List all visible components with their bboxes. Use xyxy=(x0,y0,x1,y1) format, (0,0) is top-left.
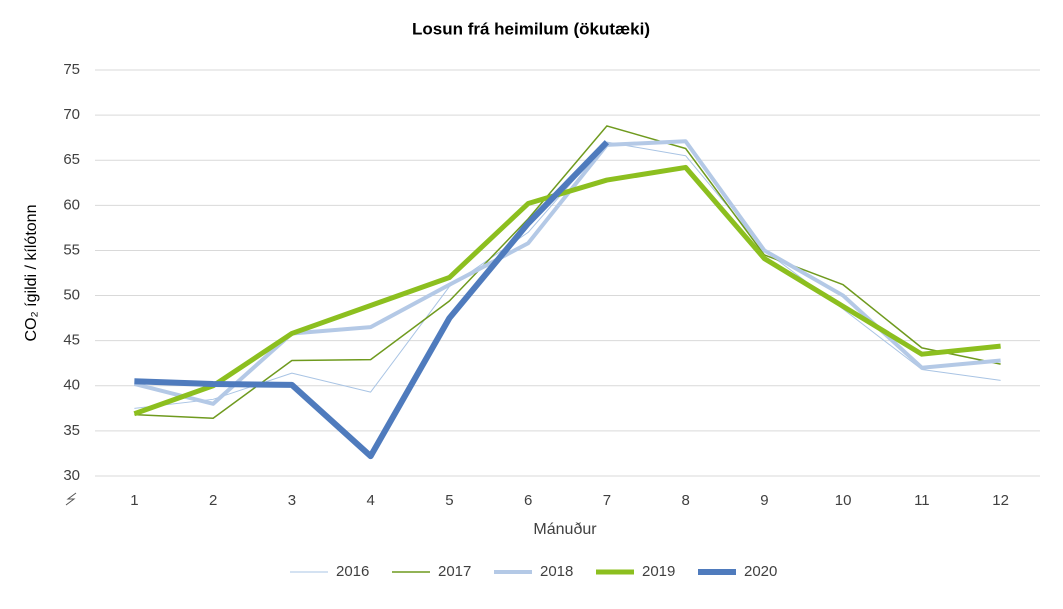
legend-label: 2017 xyxy=(438,563,471,580)
y-tick-label: 75 xyxy=(63,61,80,78)
legend-label: 2018 xyxy=(540,563,573,580)
legend-label: 2020 xyxy=(744,563,777,580)
x-tick-label: 3 xyxy=(288,492,296,509)
x-tick-label: 6 xyxy=(524,492,532,509)
x-tick-label: 12 xyxy=(992,492,1009,509)
x-tick-label: 5 xyxy=(445,492,453,509)
x-axis-label: Mánuður xyxy=(533,521,597,538)
y-tick-label: 60 xyxy=(63,196,80,213)
series-line xyxy=(134,141,1001,409)
x-tick-label: 7 xyxy=(603,492,611,509)
x-tick-label: 10 xyxy=(835,492,852,509)
x-tick-label: 4 xyxy=(366,492,374,509)
y-tick-label: 55 xyxy=(63,241,80,258)
legend-label: 2016 xyxy=(336,563,369,580)
series-line xyxy=(133,164,1001,417)
y-tick-label: 70 xyxy=(63,106,80,123)
y-tick-label: 35 xyxy=(63,422,80,439)
series-line xyxy=(134,140,610,460)
y-tick-label: 40 xyxy=(63,377,80,394)
x-tick-label: 11 xyxy=(914,492,930,509)
x-tick-label: 8 xyxy=(681,492,689,509)
y-tick-label: 65 xyxy=(63,151,80,168)
chart-title: Losun frá heimilum (ökutæki) xyxy=(412,19,650,38)
axis-break xyxy=(65,492,77,506)
y-tick-label: 45 xyxy=(63,332,80,349)
y-tick-label: 50 xyxy=(63,287,80,304)
series-line xyxy=(134,125,1001,420)
legend-label: 2019 xyxy=(642,563,675,580)
y-tick-label: 30 xyxy=(63,467,80,484)
x-tick-label: 1 xyxy=(130,492,138,509)
y-axis-label: CO₂ ígildi / kílótonn xyxy=(23,205,40,342)
x-tick-label: 9 xyxy=(760,492,768,509)
x-tick-label: 2 xyxy=(209,492,217,509)
